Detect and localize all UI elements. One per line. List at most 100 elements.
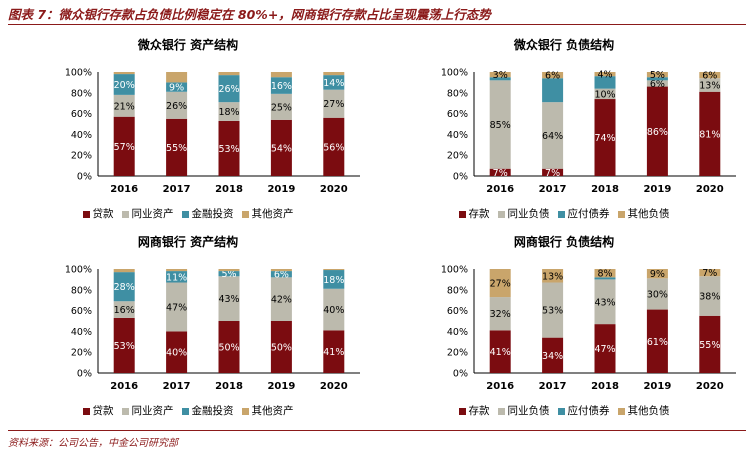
data-label: 53% (218, 144, 239, 155)
chart-svg: 0% 20% 40% 60% 80% 100% 57% 21% 20% 2016 55% 26% 9% 2… (65, 68, 360, 195)
chart-svg: 0% 20% 40% 60% 80% 100% 53% 16% 28% 2016 40% 47% 11%… (65, 265, 360, 392)
legend-label: 贷款 (92, 208, 114, 220)
data-label: 6% (650, 79, 665, 90)
bar-segment (113, 94, 135, 117)
source-note: 资料来源：公司公告，中金公司研究部 (8, 438, 178, 449)
bar-segment (489, 330, 511, 373)
chart-panel: 微众银行 负债结构 0% 20% 40% 60% 80% 100% 7% 85% 3% 2016 7… (378, 36, 750, 232)
y-tick-label: 0% (453, 172, 468, 183)
bar-segment (542, 78, 564, 103)
data-label: 34% (542, 351, 563, 362)
legend-swatch (617, 407, 625, 415)
data-label: 26% (166, 101, 187, 112)
bar-segment (218, 102, 240, 121)
y-tick-label: 40% (447, 327, 468, 338)
x-tick-label: 2019 (643, 381, 671, 392)
data-label: 55% (699, 340, 720, 351)
y-tick-label: 80% (71, 285, 92, 296)
data-label: 57% (114, 142, 135, 153)
data-label: 40% (323, 305, 344, 316)
bar-segment (218, 276, 240, 321)
data-label: 54% (271, 143, 292, 154)
legend-label: 同业负债 (507, 208, 550, 220)
legend-swatch (497, 407, 505, 415)
data-label: 42% (271, 295, 292, 306)
x-tick-label: 2016 (110, 184, 138, 195)
bar-segment (113, 317, 135, 373)
bar-segment (489, 269, 511, 298)
data-label: 47% (594, 344, 615, 355)
bar-segment (542, 282, 564, 338)
data-label: 74% (594, 133, 615, 144)
legend-item: 其他资产 (241, 403, 294, 418)
bar-segment (594, 277, 616, 280)
data-label: 13% (699, 81, 720, 92)
x-tick-label: 2018 (215, 381, 243, 392)
top-rule (8, 24, 746, 25)
y-tick-label: 60% (447, 109, 468, 120)
y-tick-label: 0% (77, 369, 92, 380)
bar-segment (113, 74, 135, 95)
data-label: 8% (597, 269, 612, 280)
legend-swatch (181, 407, 189, 415)
bar-segment (646, 269, 668, 279)
data-label: 41% (323, 347, 344, 358)
bar-segment (594, 279, 616, 325)
bar-segment (270, 119, 292, 176)
legend-item: 同业负债 (497, 206, 550, 221)
data-label: 13% (542, 271, 563, 282)
bar-segment (113, 269, 135, 273)
bar-segment (323, 270, 345, 289)
x-tick-label: 2017 (163, 184, 191, 195)
bar-segment (594, 324, 616, 373)
bar-segment (594, 99, 616, 176)
chart-title: 微众银行 负债结构 (513, 38, 615, 52)
bottom-rule (8, 430, 746, 431)
legend-label: 同业负债 (507, 405, 550, 417)
y-tick-label: 80% (447, 88, 468, 99)
data-label: 10% (594, 89, 615, 100)
bar-segment (270, 321, 292, 373)
y-tick-label: 100% (65, 68, 92, 79)
bar-segment (699, 91, 721, 176)
legend-item: 贷款 (82, 206, 114, 221)
legend-label: 其他资产 (251, 208, 294, 220)
y-tick-label: 100% (441, 68, 468, 79)
chart-panel: 网商银行 负债结构 0% 20% 40% 60% 80% 100% 41% 32% 27% 201… (378, 233, 750, 429)
legend-label: 贷款 (92, 405, 114, 417)
y-tick-label: 100% (65, 265, 92, 276)
bar-segment (218, 120, 240, 176)
data-label: 32% (490, 309, 511, 320)
x-tick-label: 2017 (539, 381, 567, 392)
bar-segment (270, 269, 292, 272)
bar-segment (594, 76, 616, 89)
data-label: 41% (490, 347, 511, 358)
chart-legend: 贷款 同业资产 金融投资 其他资产 (2, 403, 374, 418)
bar-segment (699, 276, 721, 316)
bar-segment (270, 77, 292, 94)
chart-panel: 微众银行 资产结构 0% 20% 40% 60% 80% 100% 57% 21% 20% 201… (2, 36, 374, 232)
bar-segment (542, 72, 564, 79)
data-label: 38% (699, 292, 720, 303)
bar-segment (166, 82, 188, 92)
data-label: 27% (323, 99, 344, 110)
bar-segment (270, 72, 292, 78)
x-tick-label: 2019 (267, 184, 295, 195)
bar-segment (218, 269, 240, 272)
legend-label: 金融投资 (191, 405, 234, 417)
data-label: 50% (271, 343, 292, 354)
legend-swatch (458, 407, 466, 415)
data-label: 20% (114, 80, 135, 91)
data-label: 50% (218, 343, 239, 354)
chart-legend: 存款 同业负债 应付债券 其他负债 (378, 403, 750, 418)
data-label: 61% (647, 337, 668, 348)
legend-label: 应付债券 (567, 405, 610, 417)
data-label: 6% (274, 270, 289, 281)
legend-item: 贷款 (82, 403, 114, 418)
bar-segment (218, 75, 240, 103)
data-label: 9% (650, 269, 665, 280)
legend-label: 同业资产 (131, 405, 174, 417)
legend-swatch (121, 210, 129, 218)
y-tick-label: 40% (71, 130, 92, 141)
y-tick-label: 80% (71, 88, 92, 99)
